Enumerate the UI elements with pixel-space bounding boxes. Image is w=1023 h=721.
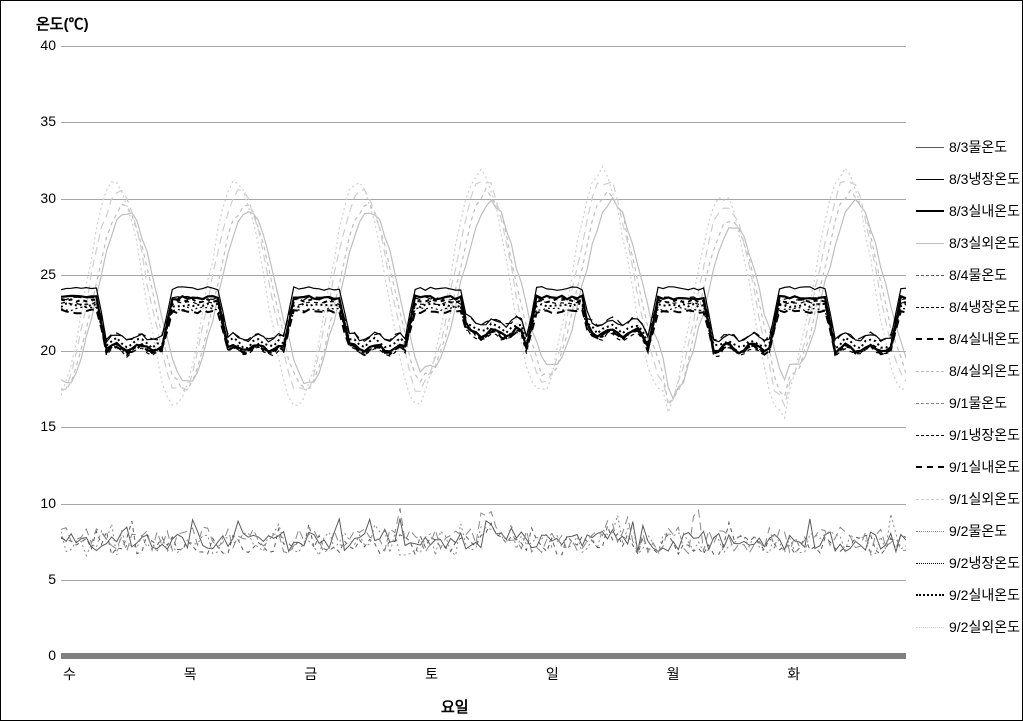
legend-swatch (916, 466, 944, 468)
legend-item: 9/1냉장온도 (916, 419, 1020, 451)
ytick-label: 20 (31, 342, 56, 358)
chart-container: 온도(℃) 요일 8/3물온도 8/3냉장온도 8/3실내온도 8/3실외온도 8/4물… (0, 0, 1023, 721)
legend-label: 9/2실외온도 (949, 617, 1020, 637)
legend-item: 8/4물온도 (916, 259, 1020, 291)
legend-swatch (916, 499, 944, 500)
legend-item: 8/4실외온도 (916, 355, 1020, 387)
legend-swatch (916, 403, 944, 404)
legend-label: 8/3냉장온도 (949, 169, 1020, 189)
legend-item: 9/2물온도 (916, 515, 1020, 547)
x-axis-title: 요일 (441, 696, 469, 717)
ytick-label: 40 (31, 37, 56, 53)
legend-label: 9/1물온도 (949, 393, 1007, 413)
legend-swatch (916, 243, 944, 244)
legend-item: 9/2실외온도 (916, 611, 1020, 643)
legend-item: 9/2냉장온도 (916, 547, 1020, 579)
series-line (61, 519, 906, 552)
xtick-label: 금 (304, 664, 317, 684)
legend-swatch (916, 435, 944, 436)
legend-label: 9/2물온도 (949, 521, 1007, 541)
legend-item: 9/2실내온도 (916, 579, 1020, 611)
legend-label: 8/4물온도 (949, 265, 1007, 285)
legend-label: 9/1냉장온도 (949, 425, 1020, 445)
ytick-label: 10 (31, 495, 56, 511)
xtick-label: 일 (546, 664, 559, 684)
ytick-label: 25 (31, 266, 56, 282)
xtick-label: 토 (425, 664, 438, 684)
legend-label: 9/1실외온도 (949, 489, 1020, 509)
ytick-label: 0 (31, 647, 56, 663)
xtick-label: 월 (667, 664, 680, 684)
xtick-label: 화 (787, 664, 800, 684)
legend-item: 9/1물온도 (916, 387, 1020, 419)
legend-label: 8/4실내온도 (949, 329, 1020, 349)
ytick-label: 30 (31, 190, 56, 206)
legend-item: 8/4실내온도 (916, 323, 1020, 355)
legend-swatch (916, 563, 944, 564)
legend-label: 9/2실내온도 (949, 585, 1020, 605)
legend-label: 9/2냉장온도 (949, 553, 1020, 573)
legend-label: 8/3물온도 (949, 137, 1007, 157)
legend-item: 9/1실외온도 (916, 483, 1020, 515)
xtick-label: 목 (184, 664, 197, 684)
legend-swatch (916, 147, 944, 148)
ytick-label: 35 (31, 113, 56, 129)
ytick-label: 15 (31, 418, 56, 434)
legend-item: 8/3실외온도 (916, 227, 1020, 259)
legend: 8/3물온도 8/3냉장온도 8/3실내온도 8/3실외온도 8/4물온도 8/4냉장온도… (916, 131, 1020, 643)
legend-swatch (916, 210, 944, 212)
legend-label: 9/1실내온도 (949, 457, 1020, 477)
legend-item: 9/1실내온도 (916, 451, 1020, 483)
legend-swatch (916, 531, 944, 532)
series-svg (61, 46, 906, 656)
ytick-label: 5 (31, 571, 56, 587)
legend-swatch (916, 307, 944, 308)
legend-item: 8/3실내온도 (916, 195, 1020, 227)
legend-swatch (916, 275, 944, 276)
legend-label: 8/4냉장온도 (949, 297, 1020, 317)
xtick-label: 수 (63, 664, 76, 684)
plot-area (61, 46, 906, 656)
legend-item: 8/3냉장온도 (916, 163, 1020, 195)
legend-swatch (916, 338, 944, 340)
legend-label: 8/3실외온도 (949, 233, 1020, 253)
series-line (61, 181, 906, 406)
series-line (61, 309, 906, 354)
legend-swatch (916, 627, 944, 628)
legend-swatch (916, 179, 944, 180)
legend-swatch (916, 371, 944, 372)
legend-label: 8/3실내온도 (949, 201, 1020, 221)
legend-label: 8/4실외온도 (949, 361, 1020, 381)
legend-swatch (916, 594, 944, 596)
legend-item: 8/4냉장온도 (916, 291, 1020, 323)
legend-item: 8/3물온도 (916, 131, 1020, 163)
series-line (61, 521, 906, 555)
y-axis-title: 온도(℃) (36, 13, 89, 34)
